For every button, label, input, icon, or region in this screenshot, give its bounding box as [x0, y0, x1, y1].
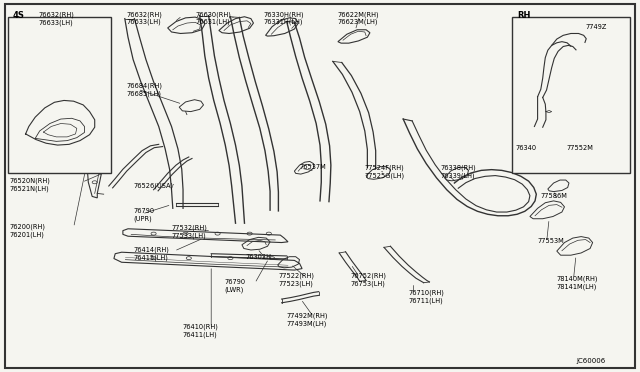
Text: 76630(RH)
76631(LH): 76630(RH) 76631(LH) — [195, 11, 231, 25]
Text: 77492M(RH)
77493M(LH): 77492M(RH) 77493M(LH) — [287, 312, 328, 327]
Text: 76632(RH)
76633(LH): 76632(RH) 76633(LH) — [38, 12, 74, 26]
Text: 76526(USA): 76526(USA) — [133, 182, 173, 189]
Text: 77552M: 77552M — [566, 145, 593, 151]
Text: 77524F(RH)
77525G(LH): 77524F(RH) 77525G(LH) — [365, 164, 405, 179]
Text: 76790
(LWR): 76790 (LWR) — [224, 279, 245, 293]
Text: 76752(RH)
76753(LH): 76752(RH) 76753(LH) — [351, 273, 387, 287]
Text: 77553M: 77553M — [538, 238, 564, 244]
Text: 77522(RH)
77523(LH): 77522(RH) 77523(LH) — [278, 273, 314, 287]
Text: RH: RH — [517, 11, 531, 20]
Text: JC60006: JC60006 — [576, 358, 605, 364]
Text: 76684(RH)
76685(LH): 76684(RH) 76685(LH) — [126, 83, 162, 97]
Text: 77532(RH)
77533(LH): 77532(RH) 77533(LH) — [172, 224, 207, 238]
Text: 76338(RH)
76339(LH): 76338(RH) 76339(LH) — [440, 164, 476, 179]
Text: 76340: 76340 — [516, 145, 537, 151]
Bar — [8, 17, 111, 173]
Text: 76330H(RH)
76331H(LH): 76330H(RH) 76331H(LH) — [264, 11, 304, 25]
Text: 76790
(UPR): 76790 (UPR) — [133, 208, 154, 222]
Text: 76410(RH)
76411(LH): 76410(RH) 76411(LH) — [182, 324, 218, 338]
Text: 76414(RH)
76415(LH): 76414(RH) 76415(LH) — [133, 246, 169, 260]
Text: 76520N(RH)
76521N(LH): 76520N(RH) 76521N(LH) — [10, 178, 51, 192]
Text: 76537M: 76537M — [300, 164, 326, 170]
Text: 76632(RH)
76633(LH): 76632(RH) 76633(LH) — [127, 11, 163, 25]
Text: 76200(RH)
76201(LH): 76200(RH) 76201(LH) — [10, 224, 45, 238]
Text: 77586M: 77586M — [541, 193, 568, 199]
Text: 7749Z: 7749Z — [586, 24, 607, 30]
Text: 76622M(RH)
76623M(LH): 76622M(RH) 76623M(LH) — [337, 11, 379, 25]
Bar — [512, 17, 630, 173]
Text: 76302H: 76302H — [245, 254, 271, 260]
Text: 76710(RH)
76711(LH): 76710(RH) 76711(LH) — [408, 289, 444, 304]
Text: 4S: 4S — [13, 11, 25, 20]
Text: 78140M(RH)
78141M(LH): 78140M(RH) 78141M(LH) — [557, 275, 598, 289]
